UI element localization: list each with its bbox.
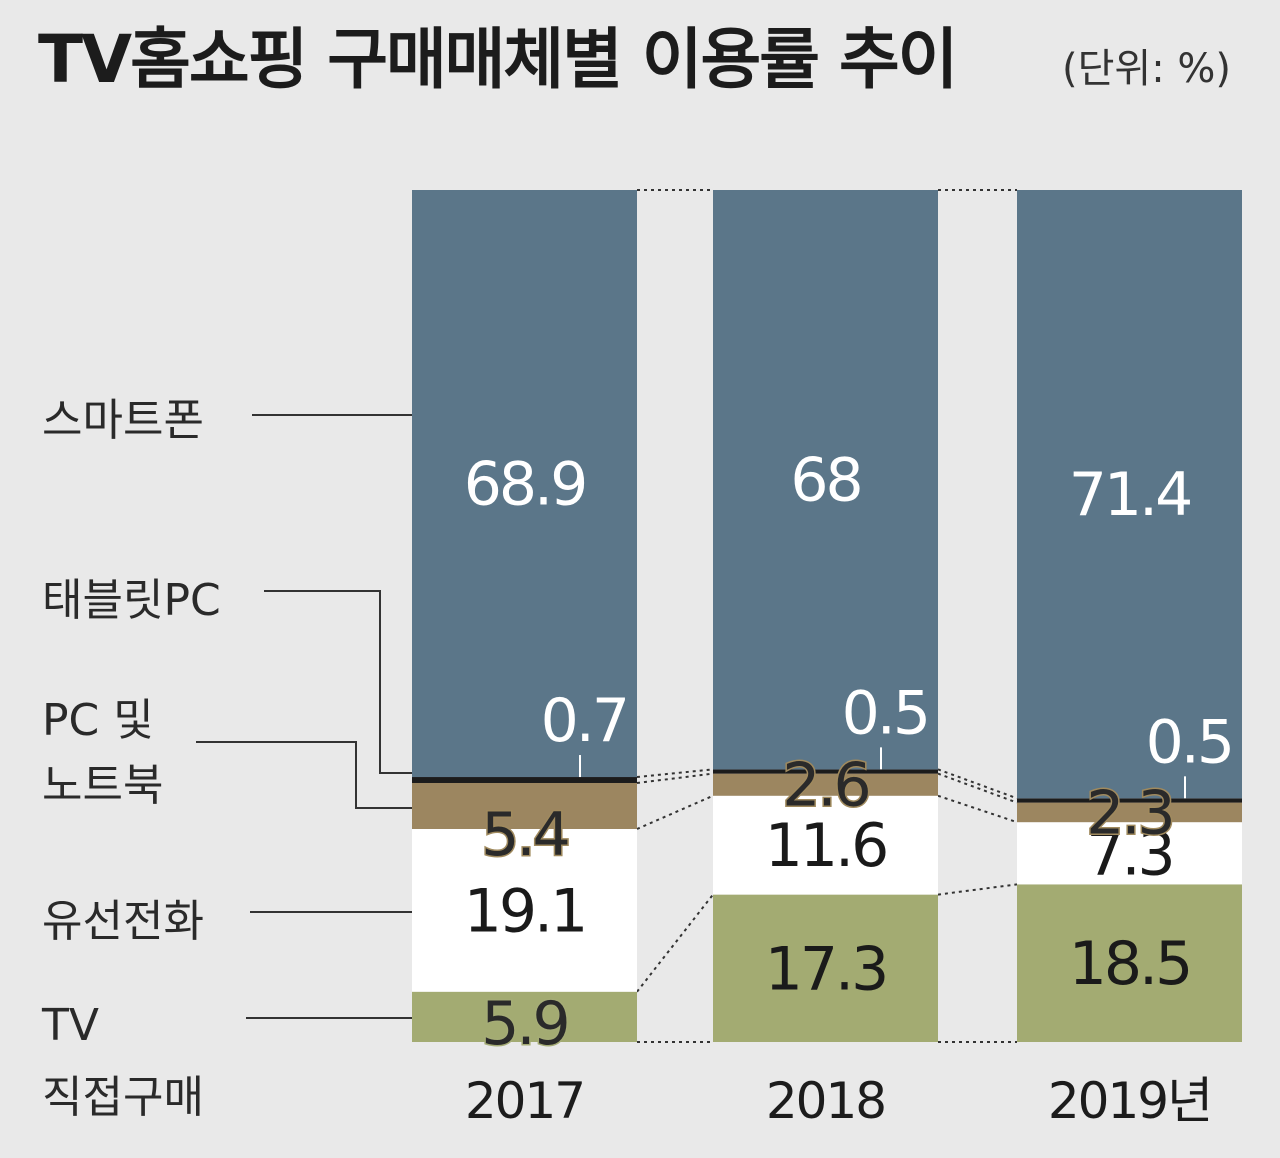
legend-label-tv-direct-1: 직접구매 bbox=[42, 1072, 204, 1123]
value-labels: 5.919.15.40.768.917.311.62.60.56818.57.3… bbox=[464, 446, 1235, 1061]
bar-pc-notebook-1 bbox=[713, 773, 938, 796]
connector-0-3 bbox=[636, 772, 714, 784]
connector-1-4 bbox=[937, 768, 1018, 800]
connector-1-3 bbox=[937, 772, 1018, 804]
value-label-tablet-0: 0.7 bbox=[541, 686, 627, 756]
bar-landline-1 bbox=[713, 795, 938, 895]
value-label-smartphone-2: 71.4 bbox=[1069, 460, 1191, 530]
value-label-tablet-1: 0.5 bbox=[842, 678, 928, 748]
bar-landline-2 bbox=[1017, 822, 1242, 885]
connector-1-2 bbox=[937, 794, 1018, 824]
value-label-pc-notebook-0: 5.4 bbox=[481, 800, 567, 870]
bar-tablet-0 bbox=[412, 777, 637, 783]
value-label-smartphone-0: 68.9 bbox=[464, 450, 586, 520]
stacked-bars bbox=[412, 190, 1242, 1042]
bar-smartphone-2 bbox=[1017, 190, 1242, 799]
connector-0-2 bbox=[636, 794, 714, 830]
bar-tablet-2 bbox=[1017, 798, 1242, 803]
bar-tv-direct-2 bbox=[1017, 884, 1242, 1042]
legend-label-smartphone-0: 스마트폰 bbox=[42, 395, 204, 446]
value-label-landline-1: 11.6 bbox=[765, 811, 887, 881]
x-tick-label-1: 2018 bbox=[766, 1072, 885, 1130]
unit-label: (단위: %) bbox=[1062, 46, 1231, 92]
x-tick-label-0: 2017 bbox=[465, 1072, 584, 1130]
connector-0-1 bbox=[636, 893, 714, 993]
value-label-pc-notebook-1: 2.6 bbox=[782, 751, 868, 821]
legend-label-pc-notebook-1: 노트북 bbox=[42, 760, 163, 811]
leader-line-tablet bbox=[264, 590, 412, 774]
legend-label-tv-direct-0: TV bbox=[41, 1000, 99, 1051]
x-tick-label-2: 2019년 bbox=[1048, 1072, 1211, 1130]
x-axis: 2017 2018 2019년 bbox=[465, 1072, 1213, 1130]
value-label-pc-notebook-2: 2.3 bbox=[1086, 778, 1172, 848]
leader-line-pc-notebook bbox=[196, 741, 412, 809]
bar-pc-notebook-0 bbox=[412, 782, 637, 829]
value-label-landline-2: 7.3 bbox=[1086, 819, 1172, 889]
connector-1-1 bbox=[937, 883, 1018, 896]
legend-label-landline-0: 유선전화 bbox=[42, 896, 204, 947]
bar-smartphone-1 bbox=[713, 190, 938, 770]
bar-tablet-1 bbox=[713, 769, 938, 774]
legend-label-pc-notebook-0: PC 및 bbox=[42, 695, 154, 746]
legend-leader-lines bbox=[196, 414, 412, 1019]
connector-0-4 bbox=[636, 768, 714, 779]
chart-title: TV홈쇼핑 구매매체별 이용률 추이 bbox=[38, 21, 956, 98]
bar-tv-direct-1 bbox=[713, 894, 938, 1042]
bar-pc-notebook-2 bbox=[1017, 802, 1242, 823]
bar-tv-direct-0 bbox=[412, 991, 637, 1042]
value-label-tablet-2: 0.5 bbox=[1146, 707, 1232, 777]
connector-lines bbox=[636, 189, 1018, 1043]
value-label-tv-direct-1: 17.3 bbox=[765, 934, 887, 1004]
value-label-landline-0: 19.1 bbox=[464, 876, 586, 946]
bar-landline-0 bbox=[412, 829, 637, 992]
value-label-tv-direct-2: 18.5 bbox=[1069, 929, 1191, 999]
value-label-smartphone-1: 68 bbox=[790, 446, 860, 516]
bar-smartphone-0 bbox=[412, 190, 637, 778]
legend-label-tablet-0: 태블릿PC bbox=[42, 575, 221, 626]
value-label-tv-direct-0: 5.9 bbox=[481, 989, 567, 1059]
